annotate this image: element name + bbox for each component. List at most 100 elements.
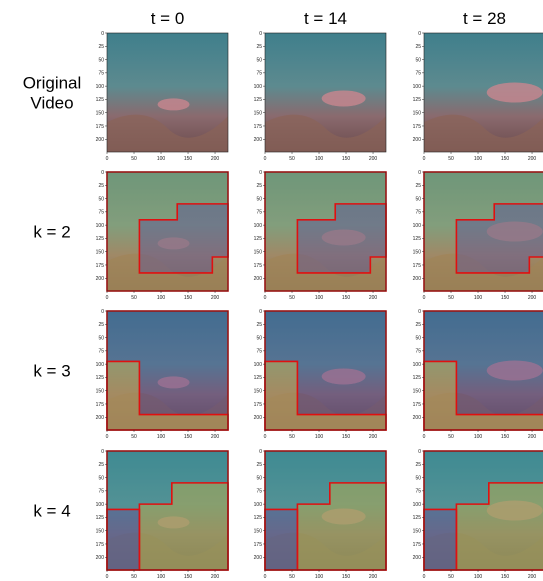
y-tick-label: 25 [415,462,421,468]
y-tick-label: 75 [415,349,421,355]
y-tick-label: 200 [254,415,263,421]
y-tick-label: 75 [98,349,104,355]
x-tick-label: 200 [211,295,220,301]
column-title: t = 0 [151,9,185,28]
x-tick-label: 150 [342,574,351,580]
y-tick-label: 175 [413,263,422,269]
x-tick-label: 0 [423,156,426,162]
y-tick-label: 175 [254,124,263,130]
x-tick-label: 200 [369,434,378,440]
y-tick-label: 50 [415,475,421,481]
panel: 0255075100125150175200050100150200 [96,449,228,580]
y-tick-label: 25 [256,44,262,50]
x-tick-label: 200 [211,574,220,580]
y-tick-label: 100 [413,362,422,368]
y-tick-label: 175 [96,263,105,269]
x-tick-label: 150 [342,156,351,162]
y-tick-label: 200 [254,276,263,282]
x-tick-label: 100 [157,434,166,440]
y-tick-label: 0 [101,449,104,455]
y-tick-label: 175 [413,402,422,408]
y-tick-label: 25 [256,462,262,468]
y-tick-label: 100 [254,362,263,368]
x-tick-label: 100 [315,574,324,580]
x-tick-label: 50 [448,156,454,162]
x-tick-label: 200 [369,574,378,580]
y-tick-label: 50 [98,475,104,481]
y-tick-label: 25 [415,322,421,328]
y-tick-label: 100 [96,223,105,229]
y-tick-label: 100 [96,362,105,368]
y-tick-label: 25 [256,183,262,189]
y-tick-label: 25 [98,183,104,189]
y-tick-label: 150 [413,388,422,394]
y-tick-label: 25 [415,183,421,189]
x-tick-label: 200 [528,434,537,440]
x-tick-label: 100 [315,156,324,162]
y-tick-label: 150 [96,249,105,255]
x-tick-label: 0 [264,574,267,580]
y-tick-label: 175 [254,263,263,269]
y-tick-label: 125 [96,375,105,381]
y-tick-label: 25 [415,44,421,50]
fish [322,90,366,106]
y-tick-label: 175 [96,402,105,408]
x-tick-label: 50 [289,434,295,440]
y-tick-label: 75 [256,489,262,495]
y-tick-label: 200 [254,555,263,561]
x-tick-label: 50 [289,295,295,301]
y-tick-label: 125 [254,97,263,103]
x-tick-label: 50 [448,295,454,301]
x-tick-label: 150 [342,295,351,301]
y-tick-label: 150 [254,528,263,534]
y-tick-label: 200 [96,137,105,143]
y-tick-label: 150 [413,110,422,116]
y-tick-label: 0 [101,309,104,315]
y-tick-label: 50 [256,196,262,202]
y-tick-label: 125 [413,236,422,242]
panel: 0255075100125150175200050100150200 [96,31,228,162]
y-tick-label: 75 [256,71,262,77]
y-tick-label: 75 [98,71,104,77]
y-tick-label: 150 [413,528,422,534]
x-tick-label: 150 [184,434,193,440]
x-tick-label: 50 [131,574,137,580]
x-tick-label: 0 [106,156,109,162]
y-tick-label: 150 [254,249,263,255]
y-tick-label: 100 [254,223,263,229]
y-tick-label: 75 [98,210,104,216]
x-tick-label: 100 [474,574,483,580]
row-label: k = 2 [33,223,70,242]
y-tick-label: 150 [96,388,105,394]
panel: 0255075100125150175200050100150200 [254,449,386,580]
y-tick-label: 25 [98,322,104,328]
y-tick-label: 175 [413,124,422,130]
y-tick-label: 200 [413,415,422,421]
y-tick-label: 0 [259,170,262,176]
x-tick-label: 150 [501,156,510,162]
panel: 0255075100125150175200050100150200 [96,309,228,440]
y-tick-label: 100 [96,502,105,508]
segment [424,509,456,570]
y-tick-label: 75 [98,489,104,495]
y-tick-label: 75 [415,489,421,495]
x-tick-label: 200 [369,295,378,301]
y-tick-label: 50 [256,57,262,63]
x-tick-label: 150 [501,574,510,580]
y-tick-label: 125 [96,236,105,242]
column-title: t = 14 [304,9,347,28]
x-tick-label: 50 [131,156,137,162]
y-tick-label: 50 [98,335,104,341]
x-tick-label: 100 [157,574,166,580]
x-tick-label: 150 [184,156,193,162]
y-tick-label: 0 [101,170,104,176]
y-tick-label: 75 [256,349,262,355]
y-tick-label: 175 [413,542,422,548]
y-tick-label: 50 [256,475,262,481]
row-label: k = 3 [33,362,70,381]
x-tick-label: 150 [501,434,510,440]
y-tick-label: 125 [254,236,263,242]
